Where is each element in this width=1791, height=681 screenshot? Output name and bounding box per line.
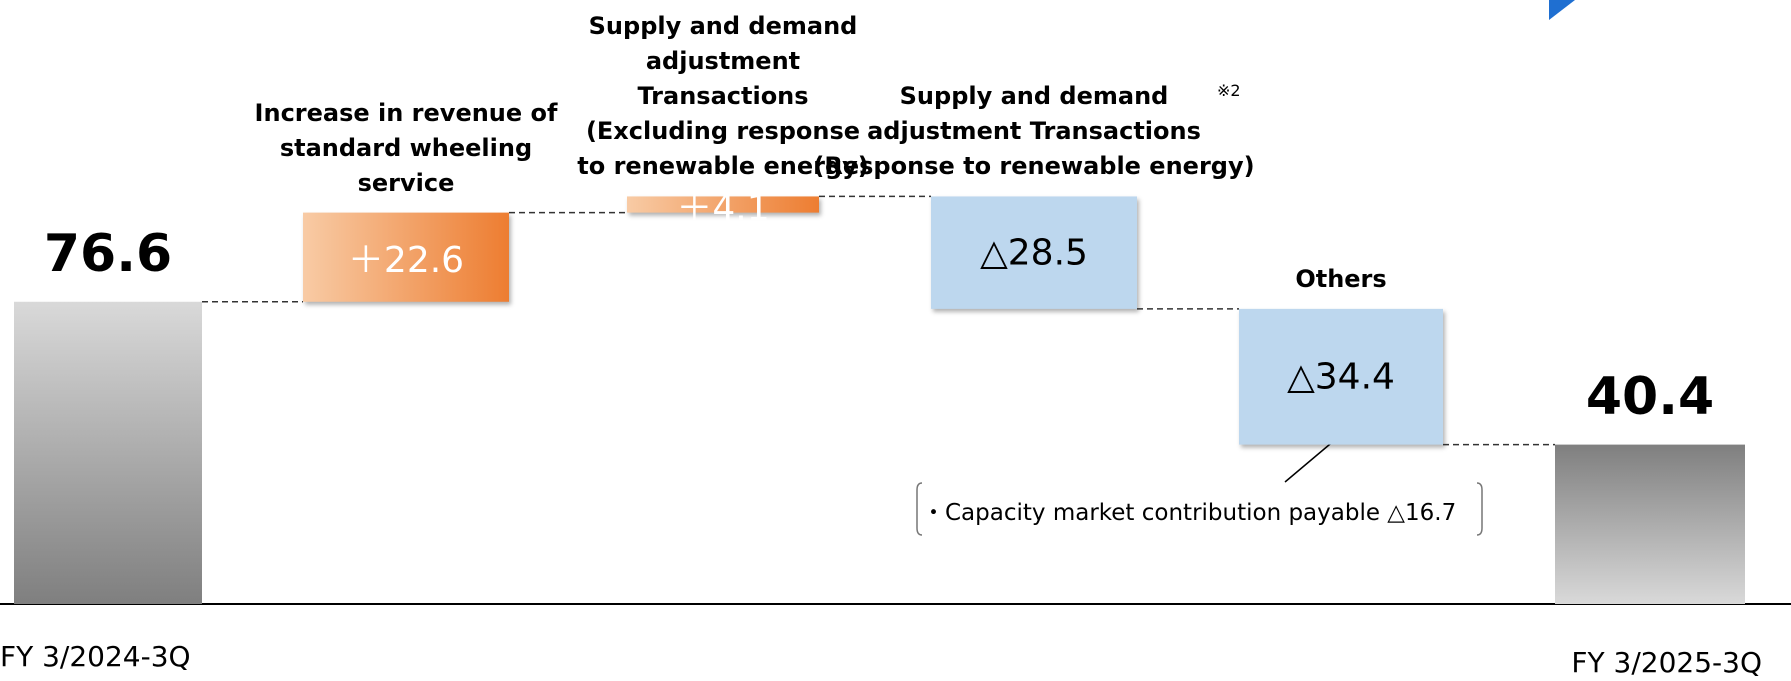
bracket-left — [916, 482, 923, 536]
delta-bar — [931, 196, 1137, 309]
category-label: Supply and demand adjustment Transaction… — [577, 12, 869, 181]
total-bar — [1555, 444, 1745, 604]
delta-value-label: △28.5 — [980, 232, 1088, 274]
category-label: Supply and demand adjustment Transaction… — [813, 79, 1254, 184]
delta-bar — [1239, 308, 1443, 445]
total-bar — [14, 301, 202, 604]
delta-bar — [627, 196, 819, 213]
annotation: ・Capacity market contribution payable △1… — [922, 500, 1457, 526]
delta-value-label: ＋22.6 — [347, 240, 465, 282]
category-label: Increase in revenue of standard wheeling… — [254, 98, 558, 197]
bracket-right — [1476, 482, 1483, 536]
category-note: ※2 — [1216, 81, 1241, 101]
delta-value-label: △34.4 — [1287, 356, 1395, 398]
total-value-label: 76.6 — [43, 223, 173, 284]
delta-value-label: ＋4.1 — [676, 187, 770, 229]
total-value-label: 40.4 — [1585, 366, 1715, 427]
category-label: FY 3/2025-3Q — [1571, 646, 1762, 679]
delta-bar — [303, 212, 509, 302]
category-label: Others — [1295, 264, 1387, 293]
category-label: FY 3/2024-3Q — [0, 640, 191, 673]
corner-decoration — [1549, 0, 1575, 20]
